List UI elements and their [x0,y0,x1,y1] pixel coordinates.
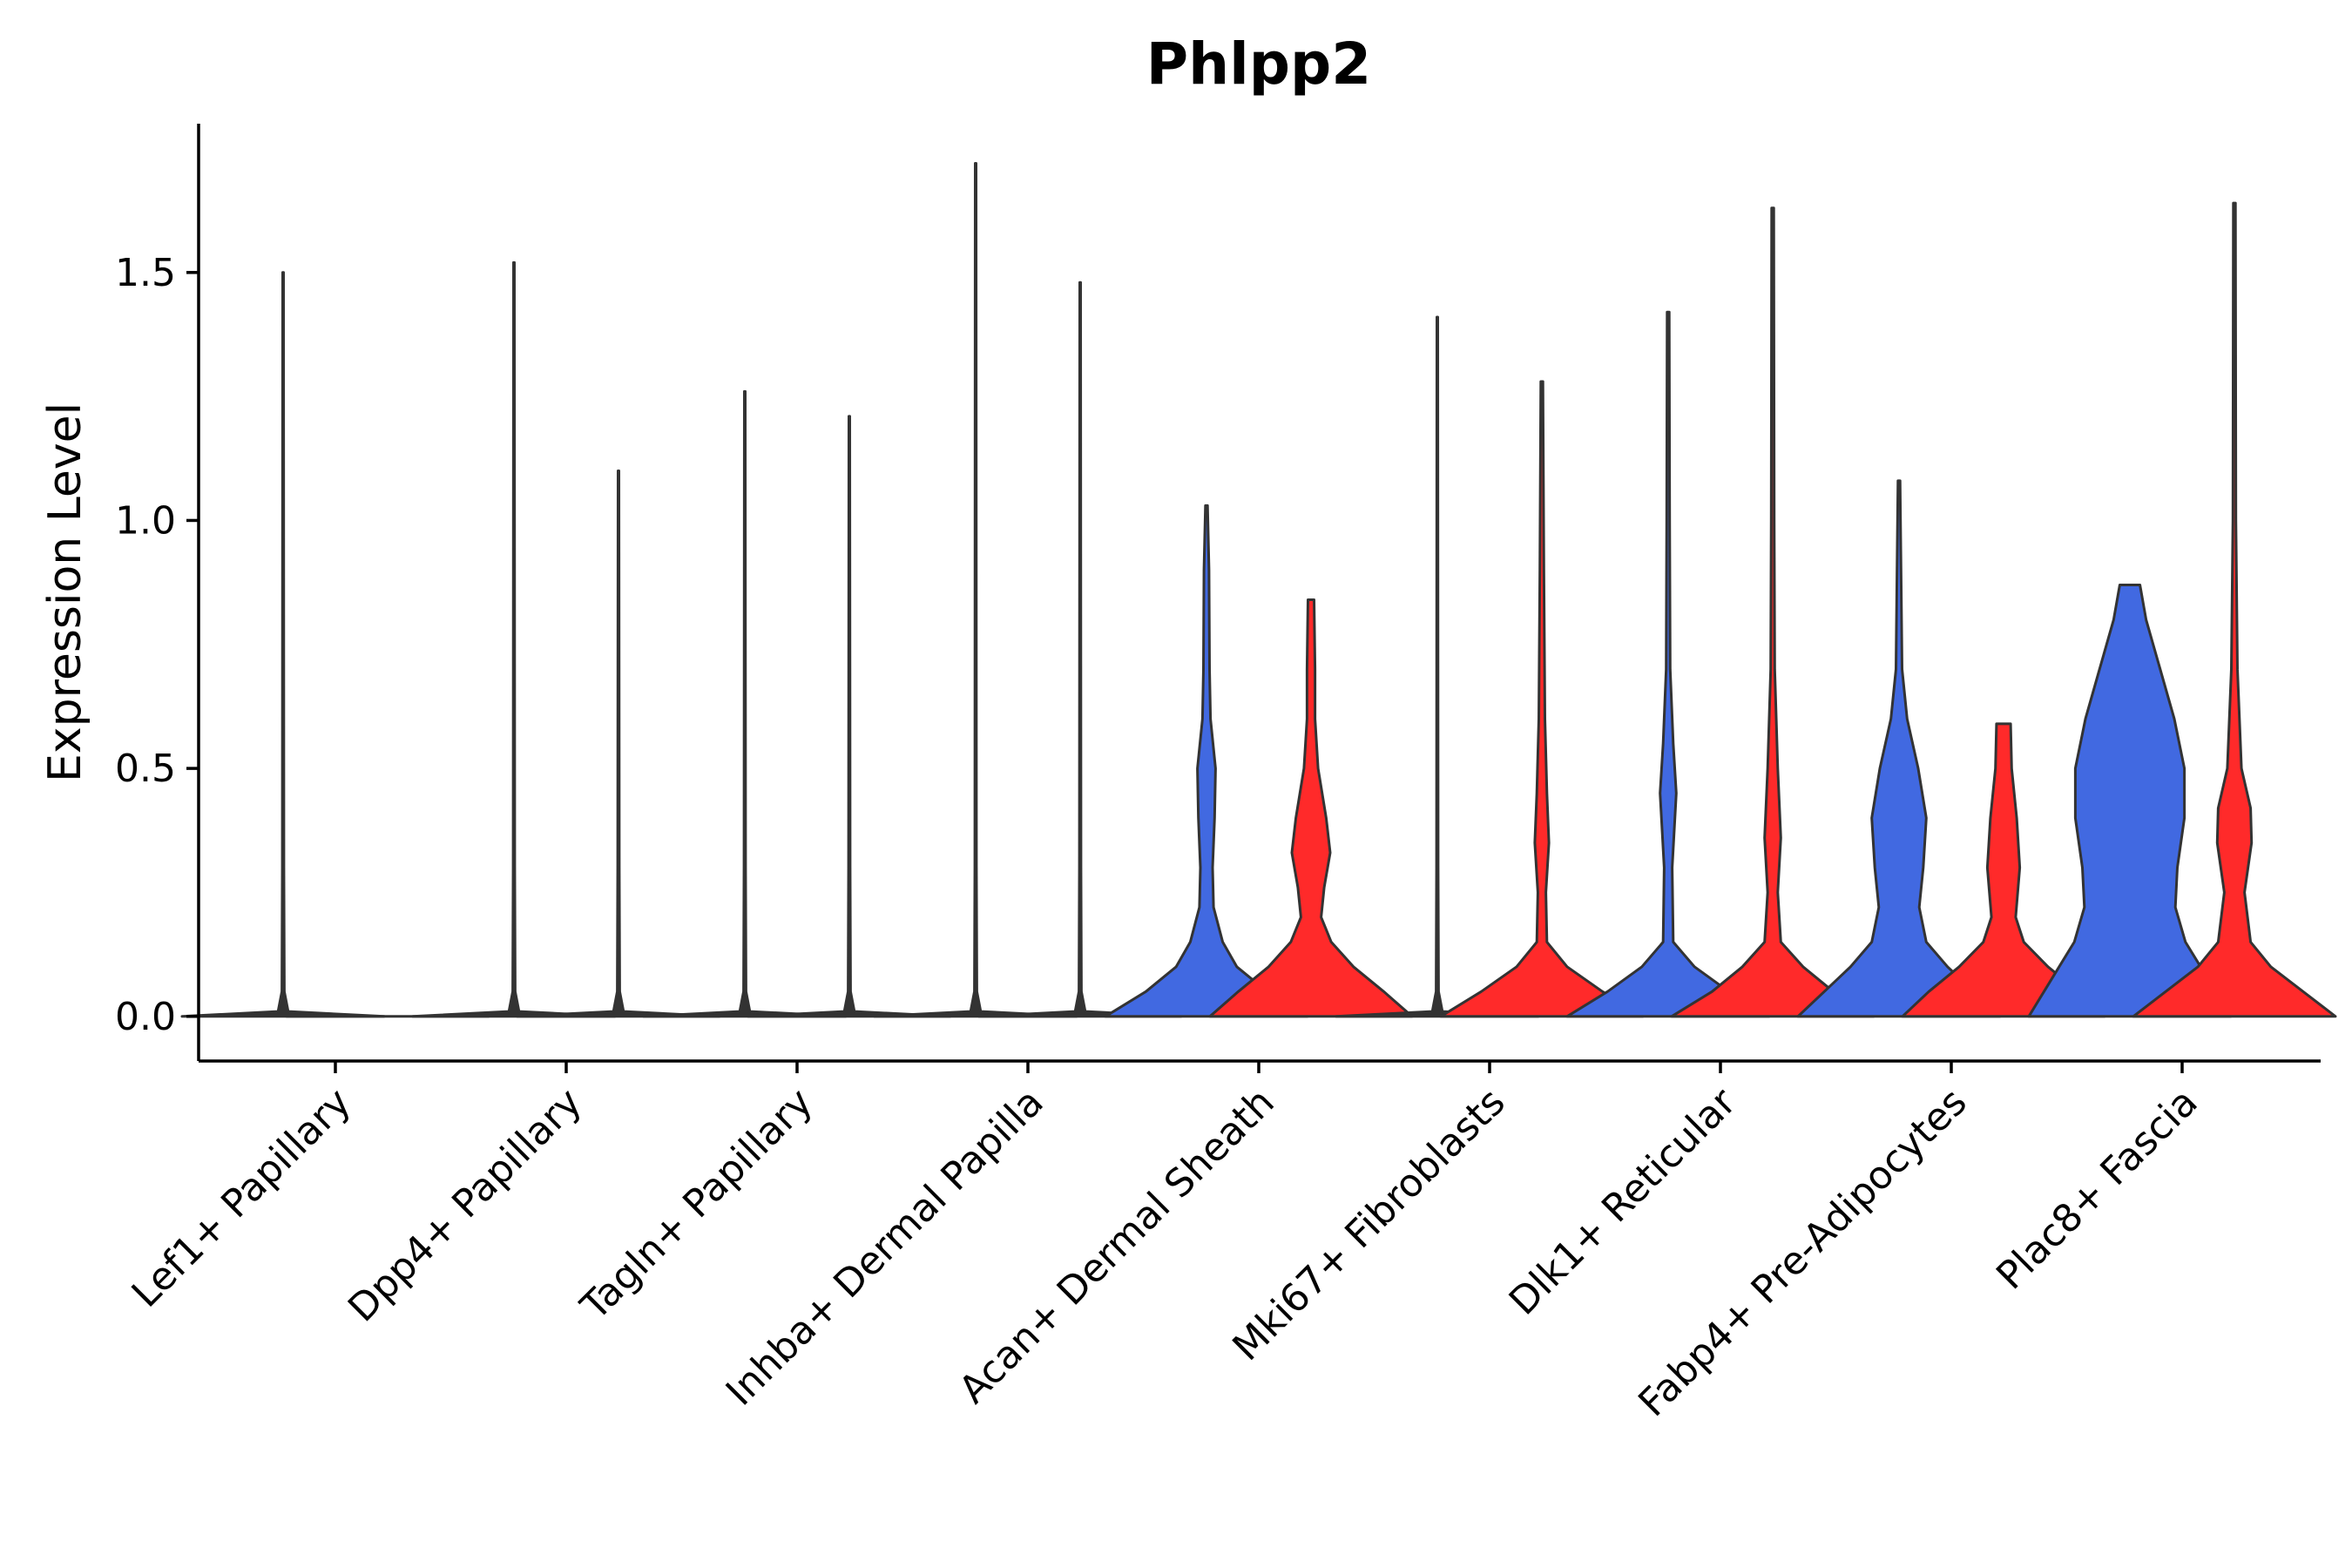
violin-blue [2027,584,2233,1018]
violin-red [1208,598,1414,1018]
y-axis-label: Expression Level [39,402,91,782]
x-tick-label: Dpp4+ Papillary [340,1080,591,1331]
violin-red [516,470,721,1018]
violin-red [1439,380,1645,1018]
violin-blue [1335,315,1540,1018]
x-tick-label: Lef1+ Papillary [124,1080,360,1316]
violin-red [2132,201,2337,1018]
violin-blue [411,260,617,1018]
y-tick-label: 0.0 [115,995,176,1039]
violin-blue [642,389,848,1018]
y-tick-label: 1.5 [115,251,176,295]
violins-layer [180,162,2337,1018]
violin-red [977,280,1183,1018]
violin-blue [1796,479,2002,1018]
violin-blue [180,271,386,1018]
x-tick-label: Tagln+ Papillary [572,1080,821,1329]
violin-blue [873,162,1078,1018]
violin-red [1670,206,1876,1018]
y-tick-label: 0.5 [115,747,176,791]
x-tick-label: Dlk1+ Reticular [1501,1079,1746,1324]
chart-title: Phlpp2 [1146,30,1371,98]
violin-blue [1104,504,1309,1018]
violin-red [1901,722,2106,1018]
x-tick-label: Plac8+ Fascia [1988,1080,2207,1299]
violin-red [747,415,952,1018]
y-ticks: 0.0 0.5 1.0 1.5 [115,251,199,1039]
violin-blue [1565,310,1771,1018]
y-tick-label: 1.0 [115,498,176,543]
